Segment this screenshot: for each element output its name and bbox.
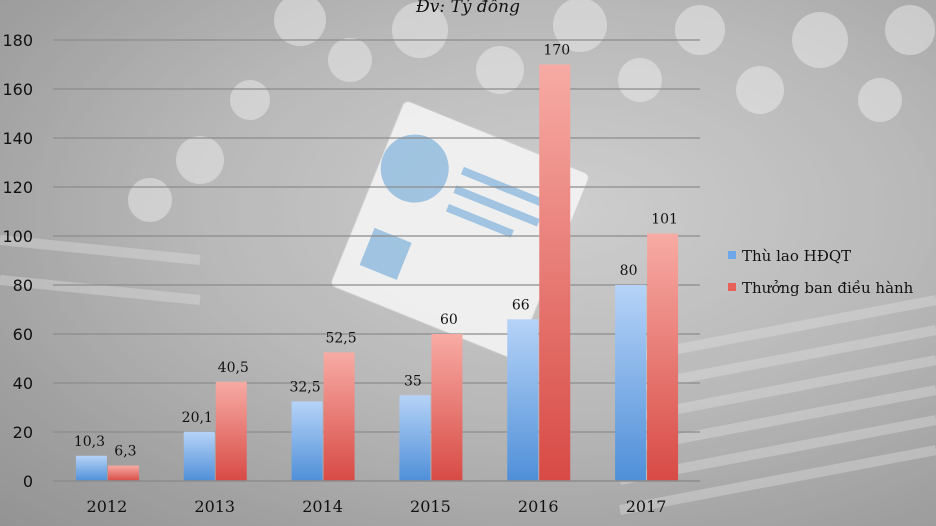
bar-thu-lao-2014 xyxy=(291,401,323,481)
bar-thu-lao-2012 xyxy=(75,455,107,481)
chart-title: Đv: Tỷ đồng xyxy=(415,0,520,17)
y-tick-label: 40 xyxy=(13,374,33,393)
bars xyxy=(75,64,679,481)
legend-swatch xyxy=(728,251,736,259)
bar-thu-lao-2015 xyxy=(399,395,431,481)
data-label: 35 xyxy=(404,373,422,389)
bar-thuong-2016 xyxy=(539,64,571,481)
bar-thuong-2017 xyxy=(647,233,679,481)
y-axis-ticks: 0 20 40 60 80 100 120 140 160 180 xyxy=(2,31,33,491)
x-category-label: 2014 xyxy=(302,497,343,516)
y-tick-label: 20 xyxy=(13,423,33,442)
y-tick-label: 100 xyxy=(2,227,33,246)
data-label: 40,5 xyxy=(218,360,249,376)
legend-swatch xyxy=(728,283,736,291)
x-category-label: 2015 xyxy=(410,497,451,516)
y-tick-label: 120 xyxy=(2,178,33,197)
legend: Thù lao HĐQT Thưởng ban điều hành xyxy=(728,247,914,297)
bar-thuong-2014 xyxy=(323,352,355,481)
x-axis-categories: 2012 2013 2014 2015 2016 2017 xyxy=(87,497,667,516)
data-label: 101 xyxy=(651,212,678,228)
y-tick-label: 80 xyxy=(13,276,33,295)
data-label: 66 xyxy=(512,297,530,313)
data-label: 20,1 xyxy=(182,410,213,426)
data-labels: 10,3 6,3 20,1 40,5 32,5 52,5 35 60 66 170 80 101 xyxy=(74,43,678,460)
data-label: 60 xyxy=(440,312,458,328)
bar-thuong-2012 xyxy=(107,465,139,481)
y-tick-label: 0 xyxy=(23,472,33,491)
y-tick-label: 140 xyxy=(2,129,33,148)
bar-thuong-2013 xyxy=(215,381,247,481)
x-category-label: 2013 xyxy=(194,497,235,516)
y-tick-label: 160 xyxy=(2,80,33,99)
data-label: 10,3 xyxy=(74,434,105,450)
bar-thu-lao-2013 xyxy=(183,431,215,481)
bar-thuong-2015 xyxy=(431,334,463,481)
x-category-label: 2012 xyxy=(87,497,128,516)
y-tick-label: 60 xyxy=(13,325,33,344)
data-label: 32,5 xyxy=(289,379,320,395)
data-label: 170 xyxy=(543,43,570,59)
bar-thu-lao-2017 xyxy=(615,285,647,481)
legend-label: Thù lao HĐQT xyxy=(742,247,851,265)
gridlines xyxy=(53,39,700,433)
legend-label: Thưởng ban điều hành xyxy=(742,279,914,297)
y-tick-label: 180 xyxy=(2,31,33,50)
data-label: 52,5 xyxy=(325,330,356,346)
x-category-label: 2016 xyxy=(518,497,559,516)
data-label: 6,3 xyxy=(114,444,136,460)
x-category-label: 2017 xyxy=(626,497,667,516)
data-label: 80 xyxy=(620,263,638,279)
bar-thu-lao-2016 xyxy=(507,319,539,481)
